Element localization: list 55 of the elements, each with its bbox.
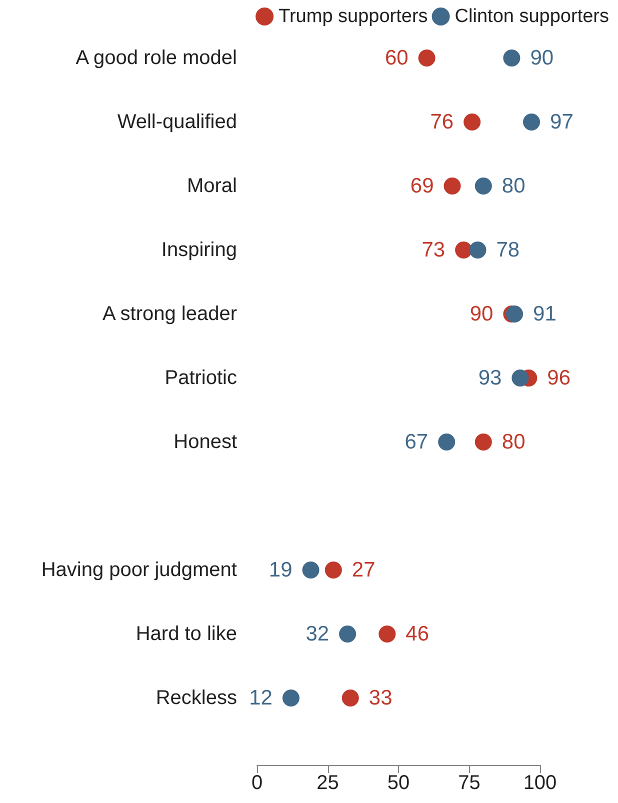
point	[282, 690, 300, 706]
y-tick-label: Inspiring	[161, 239, 237, 261]
point	[506, 306, 524, 322]
data-label: 90	[530, 46, 554, 70]
data-label: 46	[406, 622, 430, 646]
point	[474, 178, 492, 194]
point	[523, 114, 540, 130]
data-label: 12	[249, 686, 272, 710]
data-label: 67	[404, 430, 428, 454]
y-tick-label: Well-qualified	[117, 111, 237, 133]
point	[469, 242, 486, 258]
y-tick-label: Hard to like	[136, 623, 237, 645]
data-label: 96	[547, 366, 571, 390]
x-tick-label: 25	[316, 772, 339, 794]
point	[455, 242, 472, 258]
data-label: 93	[478, 366, 502, 390]
legend-label: Trump supporters	[278, 6, 428, 27]
x-tick-label: 0	[251, 772, 263, 794]
data-label: 78	[496, 238, 520, 262]
point	[474, 434, 492, 450]
x-tick-label: 100	[523, 772, 557, 794]
point	[444, 178, 461, 194]
point	[302, 562, 320, 578]
y-tick-label: A good role model	[76, 47, 237, 69]
point	[418, 50, 436, 66]
data-label: 97	[550, 110, 574, 134]
data-label: 33	[368, 686, 392, 710]
data-label: 60	[384, 46, 408, 70]
data-label: 19	[268, 558, 292, 582]
y-tick-label: Honest	[174, 431, 238, 453]
data-label: 80	[502, 430, 526, 454]
point	[438, 434, 456, 450]
data-label: 69	[410, 174, 434, 198]
point	[464, 114, 481, 130]
point	[378, 626, 396, 642]
legend-label: Clinton supporters	[454, 6, 610, 27]
data-label: 73	[422, 238, 446, 262]
data-label: 91	[533, 302, 556, 326]
point	[342, 690, 359, 706]
y-tick-label: Having poor judgment	[41, 559, 238, 581]
data-label: 90	[470, 302, 494, 326]
point	[512, 370, 529, 386]
y-tick-label: Reckless	[156, 687, 237, 709]
y-tick-label: Patriotic	[164, 367, 237, 389]
data-label: 76	[430, 110, 454, 134]
y-tick-label: Moral	[186, 175, 237, 197]
x-tick-label: 75	[458, 772, 480, 794]
x-tick-label: 50	[387, 772, 410, 794]
data-label: 32	[306, 622, 330, 646]
y-tick-label: A strong leader	[102, 303, 238, 325]
data-label: 27	[352, 558, 376, 582]
point	[503, 50, 520, 66]
point	[339, 626, 356, 642]
point	[324, 562, 342, 578]
data-label: 80	[502, 174, 526, 198]
